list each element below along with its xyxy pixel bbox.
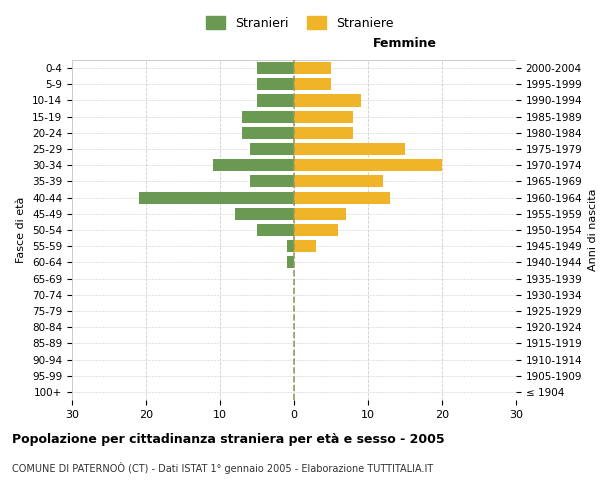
Bar <box>294 176 383 188</box>
Text: COMUNE DI PATERNOÒ (CT) - Dati ISTAT 1° gennaio 2005 - Elaborazione TUTTITALIA.I: COMUNE DI PATERNOÒ (CT) - Dati ISTAT 1° … <box>12 462 433 474</box>
Bar <box>294 192 390 203</box>
Bar <box>294 94 361 106</box>
Bar <box>257 62 294 74</box>
Bar <box>235 208 294 220</box>
Bar <box>257 78 294 90</box>
Y-axis label: Anni di nascita: Anni di nascita <box>588 188 598 271</box>
Legend: Stranieri, Straniere: Stranieri, Straniere <box>202 11 398 35</box>
Bar <box>287 256 294 268</box>
Bar <box>294 224 338 236</box>
Bar <box>294 78 331 90</box>
Bar <box>294 127 353 139</box>
Bar <box>139 192 294 203</box>
Bar <box>294 62 331 74</box>
Bar <box>212 159 294 172</box>
Bar <box>242 127 294 139</box>
Bar <box>257 94 294 106</box>
Bar <box>294 208 346 220</box>
Y-axis label: Fasce di età: Fasce di età <box>16 197 26 263</box>
Bar <box>294 240 316 252</box>
Bar <box>250 143 294 155</box>
Bar <box>287 240 294 252</box>
Bar <box>257 224 294 236</box>
Bar <box>294 110 353 122</box>
Text: Femmine: Femmine <box>373 37 437 50</box>
Text: Popolazione per cittadinanza straniera per età e sesso - 2005: Popolazione per cittadinanza straniera p… <box>12 432 445 446</box>
Bar <box>242 110 294 122</box>
Bar <box>294 143 405 155</box>
Bar <box>250 176 294 188</box>
Bar <box>294 159 442 172</box>
